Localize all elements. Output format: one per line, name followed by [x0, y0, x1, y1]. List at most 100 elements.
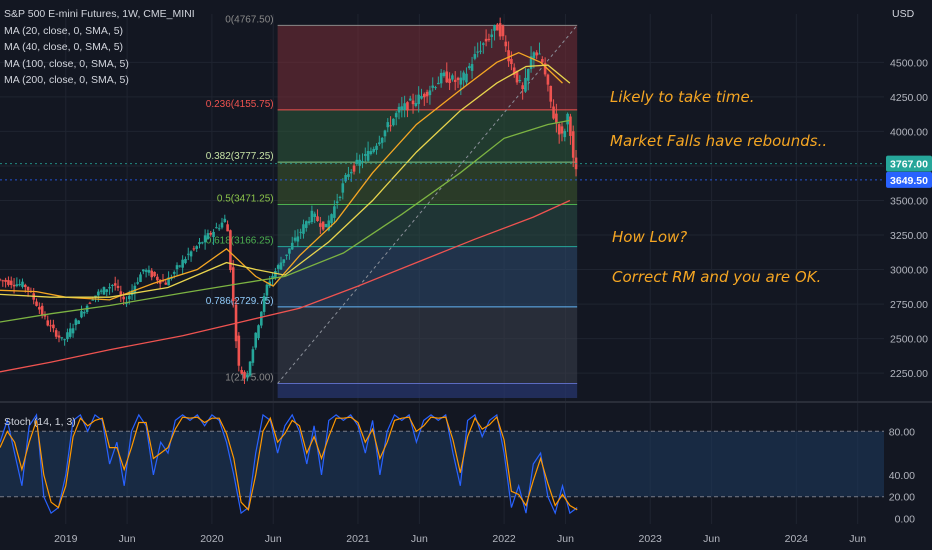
annotation-correct-rm[interactable]: Correct RM and you are OK.: [612, 268, 822, 286]
candle-body: [276, 265, 280, 269]
candle-body: [175, 265, 179, 270]
candle-body: [119, 291, 123, 296]
stoch-line-1: [0, 415, 578, 512]
legend-ma200[interactable]: MA (200, close, 0, SMA, 5): [4, 74, 129, 86]
candle-body: [142, 269, 145, 272]
candle-body: [414, 103, 418, 107]
time-tick-label: 2023: [639, 533, 663, 545]
candle-body: [46, 320, 50, 326]
candle-body: [299, 231, 302, 233]
fib-zone: [277, 383, 578, 398]
candle-body: [164, 282, 168, 285]
currency-label: USD: [892, 8, 915, 20]
legend-ma40[interactable]: MA (40, close, 0, SMA, 5): [4, 41, 124, 53]
candle-body: [217, 228, 221, 230]
candle-body: [563, 130, 567, 138]
fib-level-label: 0(4767.50): [225, 14, 273, 25]
fibonacci-retracement[interactable]: 0(4767.50) 0.236(4155.75) 0.382(3777.25) 0.…: [206, 14, 578, 398]
candle-body: [82, 312, 86, 314]
candle-body: [324, 223, 328, 228]
candle-body: [57, 335, 61, 338]
annotation-how-low[interactable]: How Low?: [612, 228, 688, 246]
candle-body: [271, 275, 274, 279]
candle-body: [262, 296, 266, 312]
candle-body: [113, 283, 117, 286]
fib-level-label: 0.786(2729.75): [206, 296, 274, 307]
candle-body: [403, 103, 406, 110]
candle-body: [543, 63, 547, 75]
candle-body: [380, 137, 384, 143]
stoch-title[interactable]: Stoch (14, 1, 3): [4, 416, 76, 428]
candle-body: [49, 325, 52, 327]
candle-body: [7, 280, 10, 285]
candle-body: [473, 54, 477, 59]
candle-body: [344, 174, 347, 182]
candle-body: [535, 52, 538, 56]
price-badge-text: 3767.00: [890, 159, 928, 171]
ma-line-2: [0, 119, 571, 323]
candle-body: [459, 77, 463, 85]
annotation-rebounds[interactable]: Market Falls have rebounds..: [610, 132, 828, 150]
stoch-tick-label: 80.00: [889, 426, 915, 438]
candle-body: [288, 248, 291, 254]
candle-body: [341, 183, 345, 193]
candle-body: [1, 280, 5, 282]
candle-body: [26, 286, 30, 291]
candle-body: [203, 235, 207, 243]
price-tick-label: 4250.00: [890, 92, 928, 104]
candle-body: [397, 106, 401, 113]
candle-body: [184, 258, 187, 264]
candle-body: [349, 171, 353, 174]
candle-body: [189, 251, 193, 257]
candle-body: [462, 72, 465, 81]
candle-body: [526, 68, 530, 81]
candle-body: [4, 279, 7, 282]
fib-zone: [277, 162, 578, 205]
candle-body: [181, 259, 184, 268]
candle-body: [206, 233, 210, 240]
candle-body: [420, 95, 423, 99]
symbol-title[interactable]: S&P 500 E-mini Futures, 1W, CME_MINI: [4, 8, 195, 20]
fib-level-label: 0.236(4155.75): [206, 99, 274, 110]
annotation-take-time[interactable]: Likely to take time.: [610, 88, 755, 106]
candle-body: [254, 332, 258, 348]
candle-body: [437, 82, 440, 85]
candle-body: [383, 130, 387, 137]
candle-body: [105, 289, 109, 292]
candle-body: [310, 210, 314, 222]
candle-body: [529, 56, 533, 69]
legend-ma100[interactable]: MA (100, close, 0, SMA, 5): [4, 57, 129, 70]
time-tick-label: 2021: [346, 533, 370, 545]
candle-body: [38, 307, 41, 310]
indicator-legend: S&P 500 E-mini Futures, 1W, CME_MINI MA …: [4, 6, 195, 89]
price-tick-label: 4500.00: [890, 57, 928, 69]
candle-body: [321, 221, 325, 230]
candle-body: [153, 271, 156, 277]
candle-body: [453, 79, 457, 82]
candle-body: [147, 270, 151, 273]
candle-body: [304, 221, 308, 228]
legend-ma20[interactable]: MA (20, close, 0, SMA, 5): [4, 24, 124, 37]
candle-body: [389, 125, 392, 127]
candle-body: [108, 287, 111, 289]
candle-body: [139, 274, 142, 282]
candle-body: [80, 311, 83, 318]
candle-body: [12, 284, 16, 287]
candle-body: [569, 116, 572, 136]
fib-level-label: 0.5(3471.25): [217, 193, 274, 204]
candle-body: [375, 145, 378, 150]
candle-body: [330, 214, 333, 224]
candle-body: [35, 301, 38, 306]
candle-body: [479, 50, 482, 52]
candle-body: [54, 330, 58, 337]
time-tick-label: Jun: [557, 533, 574, 545]
candle-body: [220, 222, 224, 228]
candle-body: [484, 38, 488, 42]
price-badge-text: 3649.50: [890, 175, 928, 187]
candle-body: [52, 324, 55, 329]
time-tick-label: Jun: [849, 533, 866, 545]
time-tick-label: Jun: [411, 533, 428, 545]
candle-body: [144, 270, 148, 272]
candle-body: [167, 277, 170, 286]
